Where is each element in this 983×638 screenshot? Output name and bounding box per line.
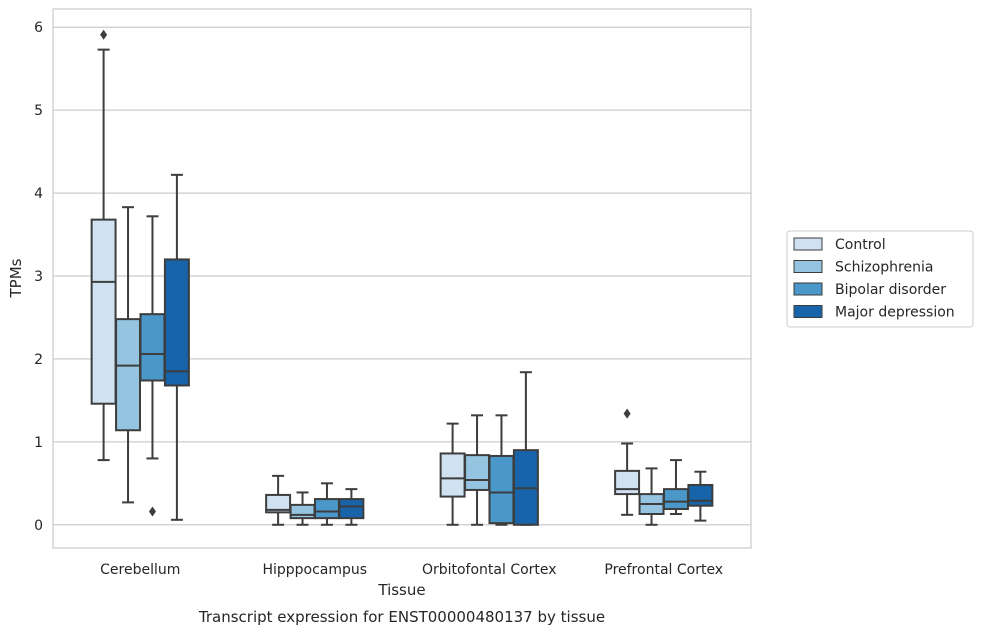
y-tick-label: 5 xyxy=(34,103,43,119)
box-iqr xyxy=(687,483,714,507)
box-iqr xyxy=(115,318,142,432)
legend-frame xyxy=(786,230,974,328)
legend-label: Bipolar disorder xyxy=(835,282,946,298)
box-major-depression xyxy=(687,470,714,522)
chart-caption: Transcript expression for ENST0000048013… xyxy=(198,608,605,626)
box-iqr xyxy=(289,503,316,520)
box-control xyxy=(614,408,641,516)
box-bipolar-disorder xyxy=(139,215,166,517)
legend-swatch xyxy=(793,282,823,296)
box-major-depression xyxy=(163,173,190,521)
box-iqr xyxy=(313,498,340,520)
outlier-point xyxy=(623,408,631,419)
legend-label: Schizophrenia xyxy=(835,260,933,276)
box-iqr xyxy=(163,258,190,387)
legend-label: Major depression xyxy=(835,305,955,321)
legend-swatch xyxy=(793,305,823,318)
box-series xyxy=(90,29,714,526)
legend-swatch xyxy=(793,237,823,251)
y-tick-label: 6 xyxy=(34,20,43,36)
y-tick-label: 1 xyxy=(34,435,43,451)
legend-swatch xyxy=(793,260,823,273)
box-schizophrenia xyxy=(464,414,491,526)
x-tick-label: Hipppocampus xyxy=(262,562,367,578)
box-iqr xyxy=(662,488,689,511)
x-axis-label: Tissue xyxy=(377,581,425,599)
y-tick-label: 3 xyxy=(34,269,43,285)
box-iqr xyxy=(265,493,292,514)
box-control xyxy=(265,474,292,526)
box-iqr xyxy=(439,452,466,498)
box-iqr xyxy=(338,498,365,520)
plot-frame xyxy=(52,8,752,549)
box-control xyxy=(439,422,466,526)
box-iqr xyxy=(614,469,641,496)
y-tick-label: 2 xyxy=(34,352,43,368)
x-tick-label: Orbitofontal Cortex xyxy=(422,562,557,578)
box-iqr xyxy=(488,454,515,525)
box-iqr xyxy=(464,454,491,491)
y-tick-labels: 0 1 2 3 4 5 6 xyxy=(34,20,43,534)
outlier-point xyxy=(148,506,156,517)
legend: Control Schizophrenia Bipolar disorder Majo… xyxy=(786,230,974,328)
box-bipolar-disorder xyxy=(313,482,340,526)
legend-label: Control xyxy=(835,237,886,253)
box-control xyxy=(90,29,117,462)
plot-area xyxy=(53,9,751,548)
x-tick-label: Cerebellum xyxy=(100,562,180,578)
box-iqr xyxy=(139,313,166,382)
box-iqr xyxy=(90,218,117,405)
x-tick-label: Prefrontal Cortex xyxy=(604,562,723,578)
box-schizophrenia xyxy=(115,206,142,504)
box-major-depression xyxy=(338,488,365,526)
y-tick-label: 4 xyxy=(34,186,43,202)
y-tick-label: 0 xyxy=(34,518,43,534)
outlier-point xyxy=(100,29,108,40)
y-axis-label: TPMs xyxy=(7,258,25,298)
box-major-depression xyxy=(512,371,539,526)
x-tick-labels: Cerebellum Hipppocampus Orbitofontal Corte… xyxy=(100,562,723,578)
